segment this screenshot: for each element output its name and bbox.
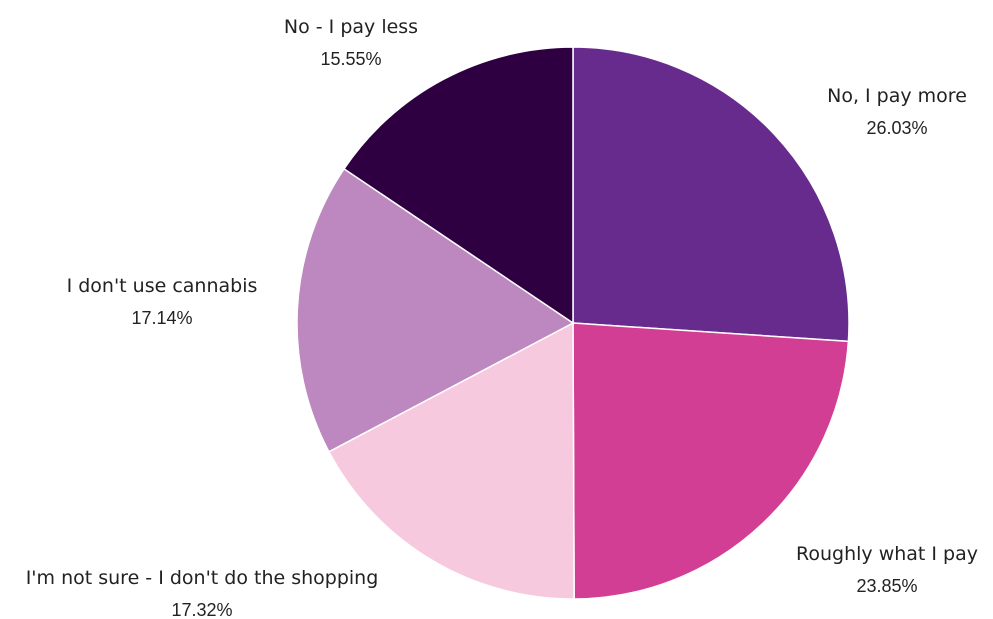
slice-label-text: Roughly what I pay [796,543,978,565]
slice-label-not-sure: I'm not sure - I don't do the shopping 1… [26,566,379,619]
slice-label-pay-less: No - I pay less 15.55% [284,15,418,71]
pie-slice-dont-use-cannabis [296,167,575,453]
slice-percent: 23.85% [856,576,918,596]
slice-label-text: No, I pay more [827,85,967,107]
slice-label-pay-more: No, I pay more 26.03% [827,84,967,140]
pie-slice-pay-less [343,46,574,325]
slice-label-text: No - I pay less [283,16,419,38]
slice-label-roughly-what-i-pay: Roughly what I pay 23.85% [796,542,978,598]
slice-label-dont-use-cannabis: I don't use cannabis 17.14% [67,274,258,330]
pie-slice-roughly-what-i-pay [572,322,850,600]
slice-percent: 17.14% [131,308,193,328]
slice-label-text: I don't use cannabis [66,275,258,297]
slice-percent: 26.03% [866,118,928,138]
slice-percent: 17.32% [171,600,233,619]
pie-slice-pay-more [572,46,850,343]
pie-slice-not-sure [327,321,575,600]
slice-percent: 15.55% [320,49,382,69]
slice-label-text: I'm not sure - I don't do the shopping [25,567,379,589]
